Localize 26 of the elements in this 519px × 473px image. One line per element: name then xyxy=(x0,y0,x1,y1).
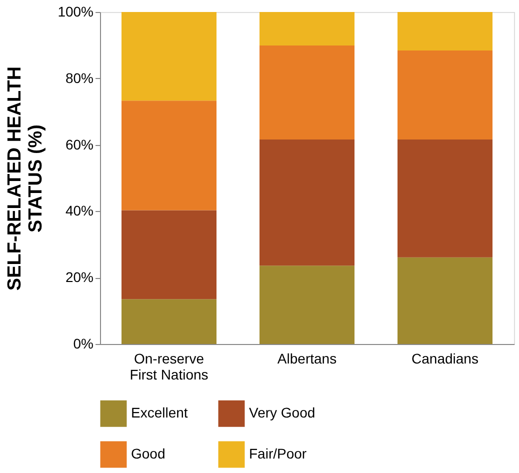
y-tick-label: 0% xyxy=(73,336,94,352)
bar xyxy=(398,139,492,258)
x-tick-label: Albertans xyxy=(277,350,337,366)
bar xyxy=(260,12,354,46)
bar xyxy=(122,12,216,101)
legend-label: Very Good xyxy=(249,404,316,421)
y-tick-label: 100% xyxy=(58,4,94,20)
y-tick-label: 80% xyxy=(65,70,94,86)
y-axis-title: SELF-RELATED HEALTH STATUS (%) xyxy=(4,66,47,291)
bar xyxy=(122,210,216,300)
legend-label: Fair/Poor xyxy=(249,446,307,462)
bar xyxy=(122,100,216,210)
x-tick-label: On-reserve First Nations xyxy=(130,350,208,382)
y-tick-label: 20% xyxy=(65,269,94,286)
bar xyxy=(260,46,354,140)
y-tick-label: 40% xyxy=(65,202,94,219)
bar xyxy=(260,266,354,344)
bar xyxy=(260,139,354,266)
bar xyxy=(398,12,492,51)
legend-label: Good xyxy=(131,446,166,462)
x-tick-label: Canadians xyxy=(412,350,478,366)
legend-label: Excellent xyxy=(131,404,188,421)
bar xyxy=(122,299,216,344)
y-tick-label: 60% xyxy=(65,136,94,152)
bar xyxy=(398,257,492,344)
bar xyxy=(398,50,492,140)
